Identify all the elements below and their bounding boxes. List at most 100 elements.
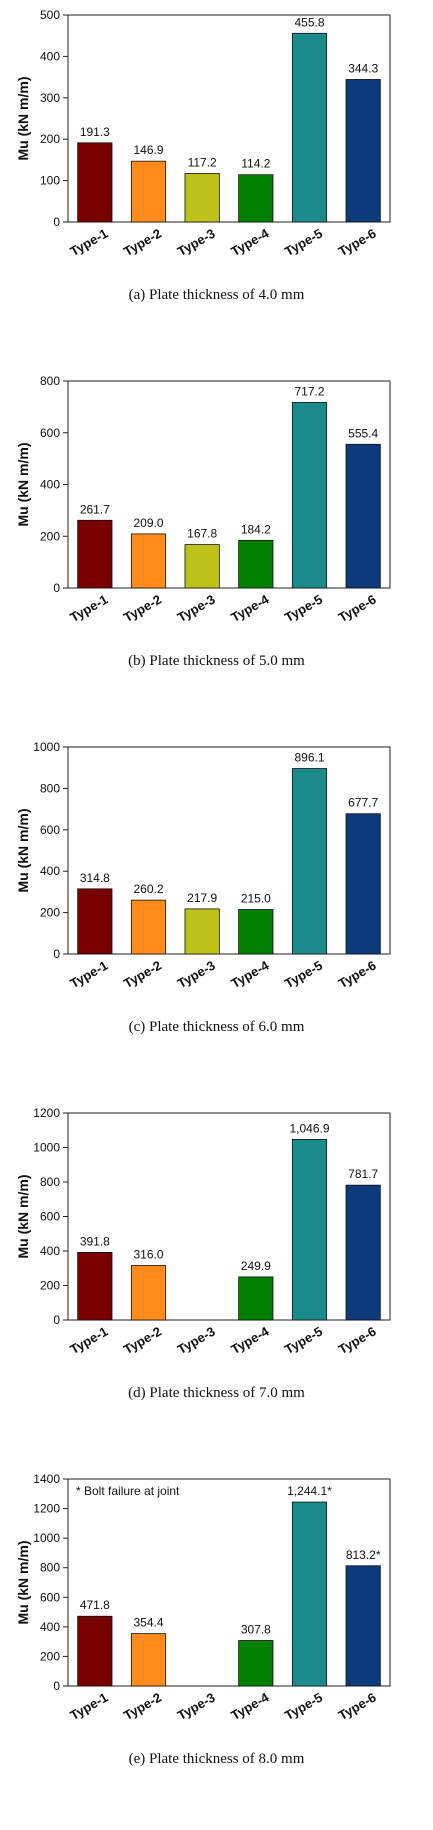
bar [238,1276,274,1321]
y-tick-label: 1000 [33,1531,60,1545]
figure-caption: (b) Plate thickness of 5.0 mm [128,653,305,669]
data-label: 114.2 [241,157,270,171]
data-label: 167.8 [187,527,217,541]
x-tick-label: Type-4 [228,225,272,259]
y-tick-label: 0 [53,215,60,229]
y-tick-label: 400 [40,478,60,492]
x-tick-label: Type-6 [336,592,379,625]
y-tick-label: 200 [40,1649,60,1663]
x-tick-label: Type-3 [175,592,218,625]
x-tick-label: Type-4 [228,591,272,625]
data-label: 314.8 [80,871,110,885]
x-tick-label: Type-2 [121,958,164,991]
y-tick-label: 200 [40,529,60,543]
bar [130,899,167,955]
data-label: 249.9 [241,1259,271,1273]
bar [130,1265,167,1321]
x-tick-label: Type-2 [121,1324,164,1357]
bar [291,402,328,589]
bar-chart: 0 200 400 600 800 Mu (kN m/m) Type-1 261.7 Type-… [15,374,391,625]
data-label: 717.2 [294,384,324,398]
y-tick-label: 200 [40,132,60,146]
data-label: 117.2 [188,155,217,169]
plot-frame [67,1478,391,1687]
data-label: 260.2 [133,882,163,896]
data-label: 146.9 [133,143,163,157]
bar [238,539,274,589]
data-label: 455.8 [294,15,324,29]
y-tick-label: 600 [40,823,60,837]
x-tick-label: Type-1 [67,1324,110,1357]
data-label: 896.1 [294,751,324,765]
y-tick-label: 0 [53,1679,60,1693]
bar [184,544,220,589]
figure-caption: (e) Plate thickness of 8.0 mm [128,1751,305,1767]
x-tick-label: Type-4 [228,957,272,991]
data-label: 316.0 [133,1247,163,1261]
data-label: 261.7 [80,502,110,516]
y-axis-label: Mu (kN m/m) [15,809,31,893]
chart-panel: 0 100 200 300 400 500 Mu (kN m/m) Type-1 191.3 Ty… [0,0,433,366]
figure-caption: (c) Plate thickness of 6.0 mm [128,1019,305,1035]
plot-frame [67,746,391,955]
data-label: 677.7 [348,796,378,810]
bar [77,1252,113,1321]
x-tick-label: Type-3 [175,226,218,259]
bar-chart: 0 100 200 300 400 500 Mu (kN m/m) Type-1 191.3 Ty… [15,8,391,259]
bar [238,174,274,223]
plot-frame [67,14,391,223]
x-tick-label: Type-1 [67,958,110,991]
plot-frame [67,1112,391,1321]
x-tick-label: Type-5 [282,1690,325,1723]
y-tick-label: 800 [40,781,60,795]
y-tick-label: 0 [53,1313,60,1327]
chart-panel: 0 200 400 600 800 Mu (kN m/m) Type-1 261.7 Type-… [0,366,433,732]
figure-caption: (a) Plate thickness of 4.0 mm [128,287,305,303]
bar [77,519,113,589]
y-axis-label: Mu (kN m/m) [15,443,31,527]
bar [291,1139,328,1321]
data-label: 1,244.1* [287,1484,332,1498]
data-label: 184.2 [241,522,271,536]
x-tick-label: Type-4 [228,1323,272,1357]
bar-chart: 0 200 400 600 800 1000 1200 Mu (kN m/m) Type-1 39… [15,1106,391,1357]
y-tick-label: 400 [40,49,60,63]
x-tick-label: Type-6 [336,958,379,991]
data-label: 217.9 [187,891,217,905]
x-tick-label: Type-2 [121,1690,164,1723]
y-tick-label: 400 [40,1620,60,1634]
y-tick-label: 100 [40,174,60,188]
plot-frame [67,380,391,589]
y-tick-label: 200 [40,1279,60,1293]
bar [291,1501,328,1687]
y-tick-label: 1000 [33,1141,60,1155]
y-tick-label: 300 [40,91,60,105]
y-tick-label: 1000 [33,740,60,754]
x-tick-label: Type-5 [282,958,325,991]
x-tick-label: Type-6 [336,1690,379,1723]
bar-chart: 0 200 400 600 800 1000 1200 1400 Mu (kN m/m) Type… [15,1472,391,1723]
x-tick-label: Type-3 [175,958,218,991]
x-tick-label: Type-1 [67,592,110,625]
y-axis-label: Mu (kN m/m) [15,1541,31,1625]
bar [291,768,328,955]
bar [238,909,274,955]
x-tick-label: Type-5 [282,592,325,625]
y-tick-label: 1200 [33,1502,60,1516]
y-tick-label: 800 [40,374,60,388]
data-label: 555.4 [348,426,378,440]
y-tick-label: 500 [40,8,60,22]
figure-caption: (d) Plate thickness of 7.0 mm [128,1385,305,1401]
bar [184,908,220,955]
data-label: 813.2* [346,1548,381,1562]
chart-panel: 0 200 400 600 800 1000 Mu (kN m/m) Type-1 314.8 T… [0,732,433,1098]
y-axis-label: Mu (kN m/m) [15,77,31,161]
chart-panel: 0 200 400 600 800 1000 1200 Mu (kN m/m) Type-1 39… [0,1098,433,1464]
data-label: 344.3 [348,61,378,75]
y-tick-label: 400 [40,1244,60,1258]
bar [238,1640,274,1687]
annotation-note: * Bolt failure at joint [76,1484,180,1498]
y-tick-label: 1200 [33,1106,60,1120]
x-tick-label: Type-2 [121,592,164,625]
